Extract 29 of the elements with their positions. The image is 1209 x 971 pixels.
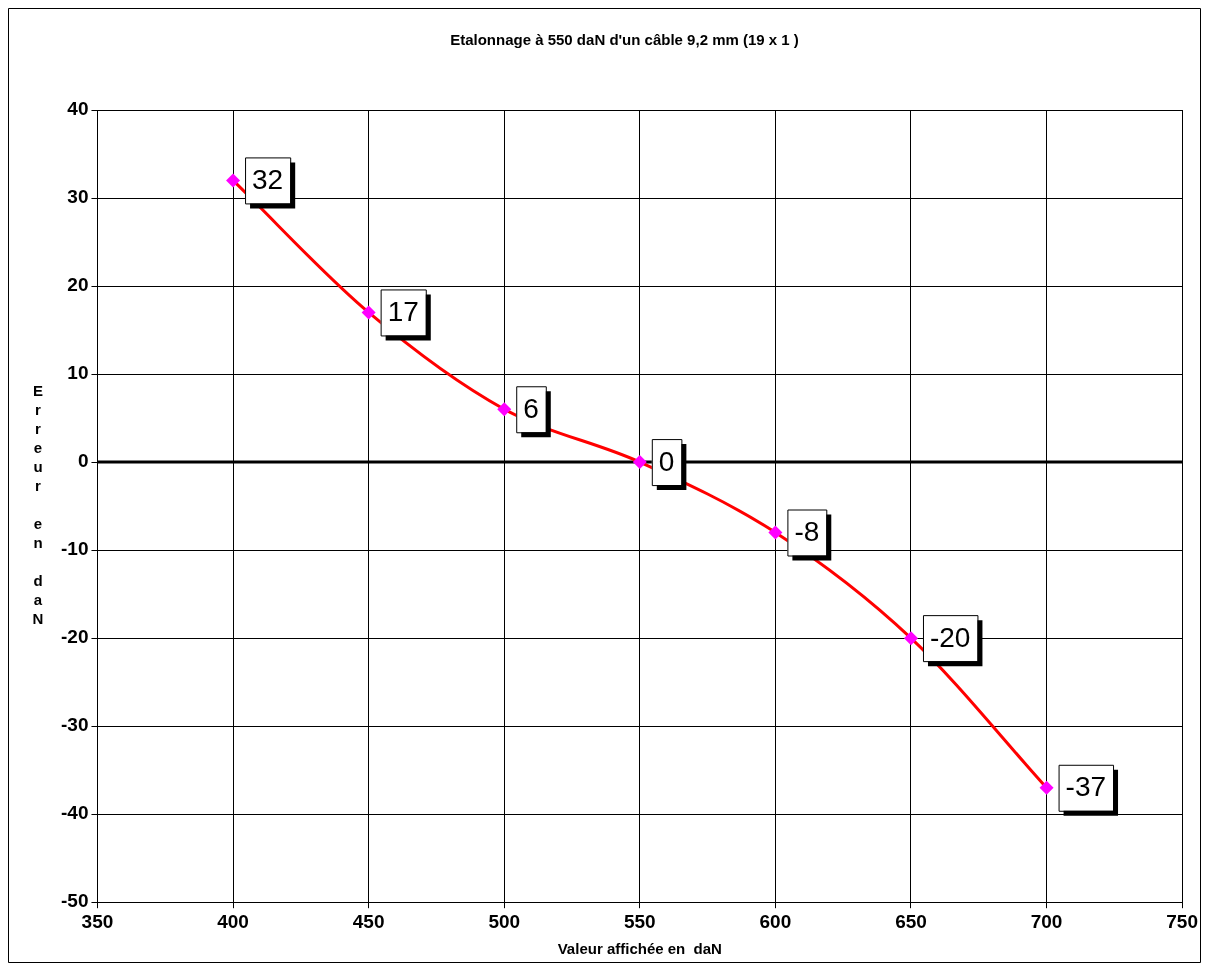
- data-label: 0: [658, 445, 675, 477]
- y-tick-label: 0: [77, 450, 89, 472]
- y-tick-label: 30: [67, 186, 89, 208]
- y-tick-label: 20: [67, 274, 89, 296]
- x-tick-label: 700: [1030, 910, 1063, 932]
- x-axis-title: Valeur affichée en daN: [557, 940, 722, 958]
- y-tick-label: -50: [60, 890, 89, 912]
- y-tick-label: -40: [60, 802, 89, 824]
- x-tick-label: 500: [488, 910, 521, 932]
- x-tick-label: 750: [1166, 910, 1198, 932]
- data-label: -37: [1065, 771, 1107, 803]
- x-tick-label: 650: [895, 910, 927, 932]
- y-tick-label: -10: [60, 538, 89, 560]
- x-tick-label: 450: [352, 910, 385, 932]
- chart-title: Etalonnage à 550 daN d'un câble 9,2 mm (19 x 1 ): [450, 31, 799, 49]
- x-tick-label: 600: [759, 910, 792, 932]
- data-label: 17: [387, 296, 419, 328]
- y-tick-label: 40: [67, 98, 89, 120]
- data-label: -20: [929, 621, 971, 653]
- y-tick-label: -20: [60, 626, 89, 648]
- x-tick-label: 400: [217, 910, 249, 932]
- data-label: 32: [252, 164, 284, 196]
- x-tick-label: 550: [623, 910, 656, 932]
- y-tick-label: -30: [60, 714, 89, 736]
- data-label: -8: [794, 516, 820, 548]
- text: Erreur en daN: [32, 382, 44, 628]
- data-label: 6: [523, 392, 539, 424]
- y-tick-label: 10: [67, 362, 89, 384]
- x-tick-label: 350: [81, 910, 114, 932]
